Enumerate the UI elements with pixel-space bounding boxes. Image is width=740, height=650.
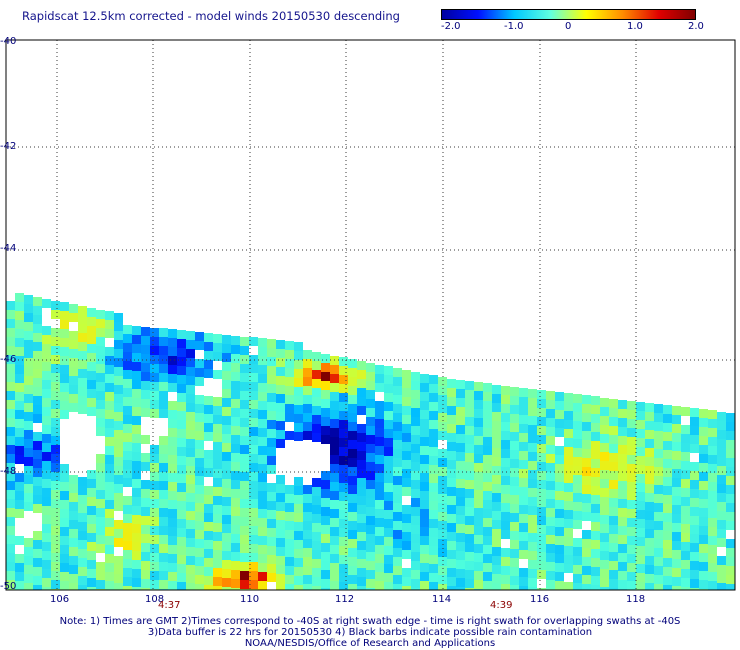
colorbar-label-max: 2.0 — [688, 21, 704, 32]
lon-label-106: 106 — [50, 594, 70, 605]
lon-label-118: 118 — [626, 594, 646, 605]
colorbar-label-neg1: -1.0 — [504, 21, 524, 32]
note-line-1: Note: 1) Times are GMT 2)Times correspon… — [59, 616, 681, 627]
lon-label-108: 108 — [145, 594, 165, 605]
lat-label-42: -42 — [0, 141, 17, 152]
lat-label-40: -40 — [0, 36, 17, 47]
swath-time-1: 4:37 — [158, 600, 181, 611]
lat-label-48: -48 — [0, 466, 17, 477]
lon-label-110: 110 — [240, 594, 260, 605]
colorbar — [441, 9, 696, 20]
lon-label-114: 114 — [432, 594, 452, 605]
lat-label-46: -46 — [0, 354, 17, 365]
note-line-2: 3)Data buffer is 22 hrs for 20150530 4) … — [147, 627, 593, 638]
lon-label-112: 112 — [335, 594, 355, 605]
colorbar-label-min: -2.0 — [441, 21, 461, 32]
swath-time-2: 4:39 — [490, 600, 513, 611]
note-line-3: NOAA/NESDIS/Office of Research and Appli… — [244, 638, 496, 649]
lon-label-116: 116 — [530, 594, 550, 605]
map-title: Rapidscat 12.5km corrected - model winds… — [22, 9, 400, 23]
lat-label-44: -44 — [0, 243, 17, 254]
map-frame — [5, 39, 736, 591]
wind-cells — [6, 293, 735, 590]
colorbar-label-zero: 0 — [565, 21, 572, 32]
colorbar-label-pos1: 1.0 — [627, 21, 643, 32]
lat-label-50: -50 — [0, 581, 17, 592]
